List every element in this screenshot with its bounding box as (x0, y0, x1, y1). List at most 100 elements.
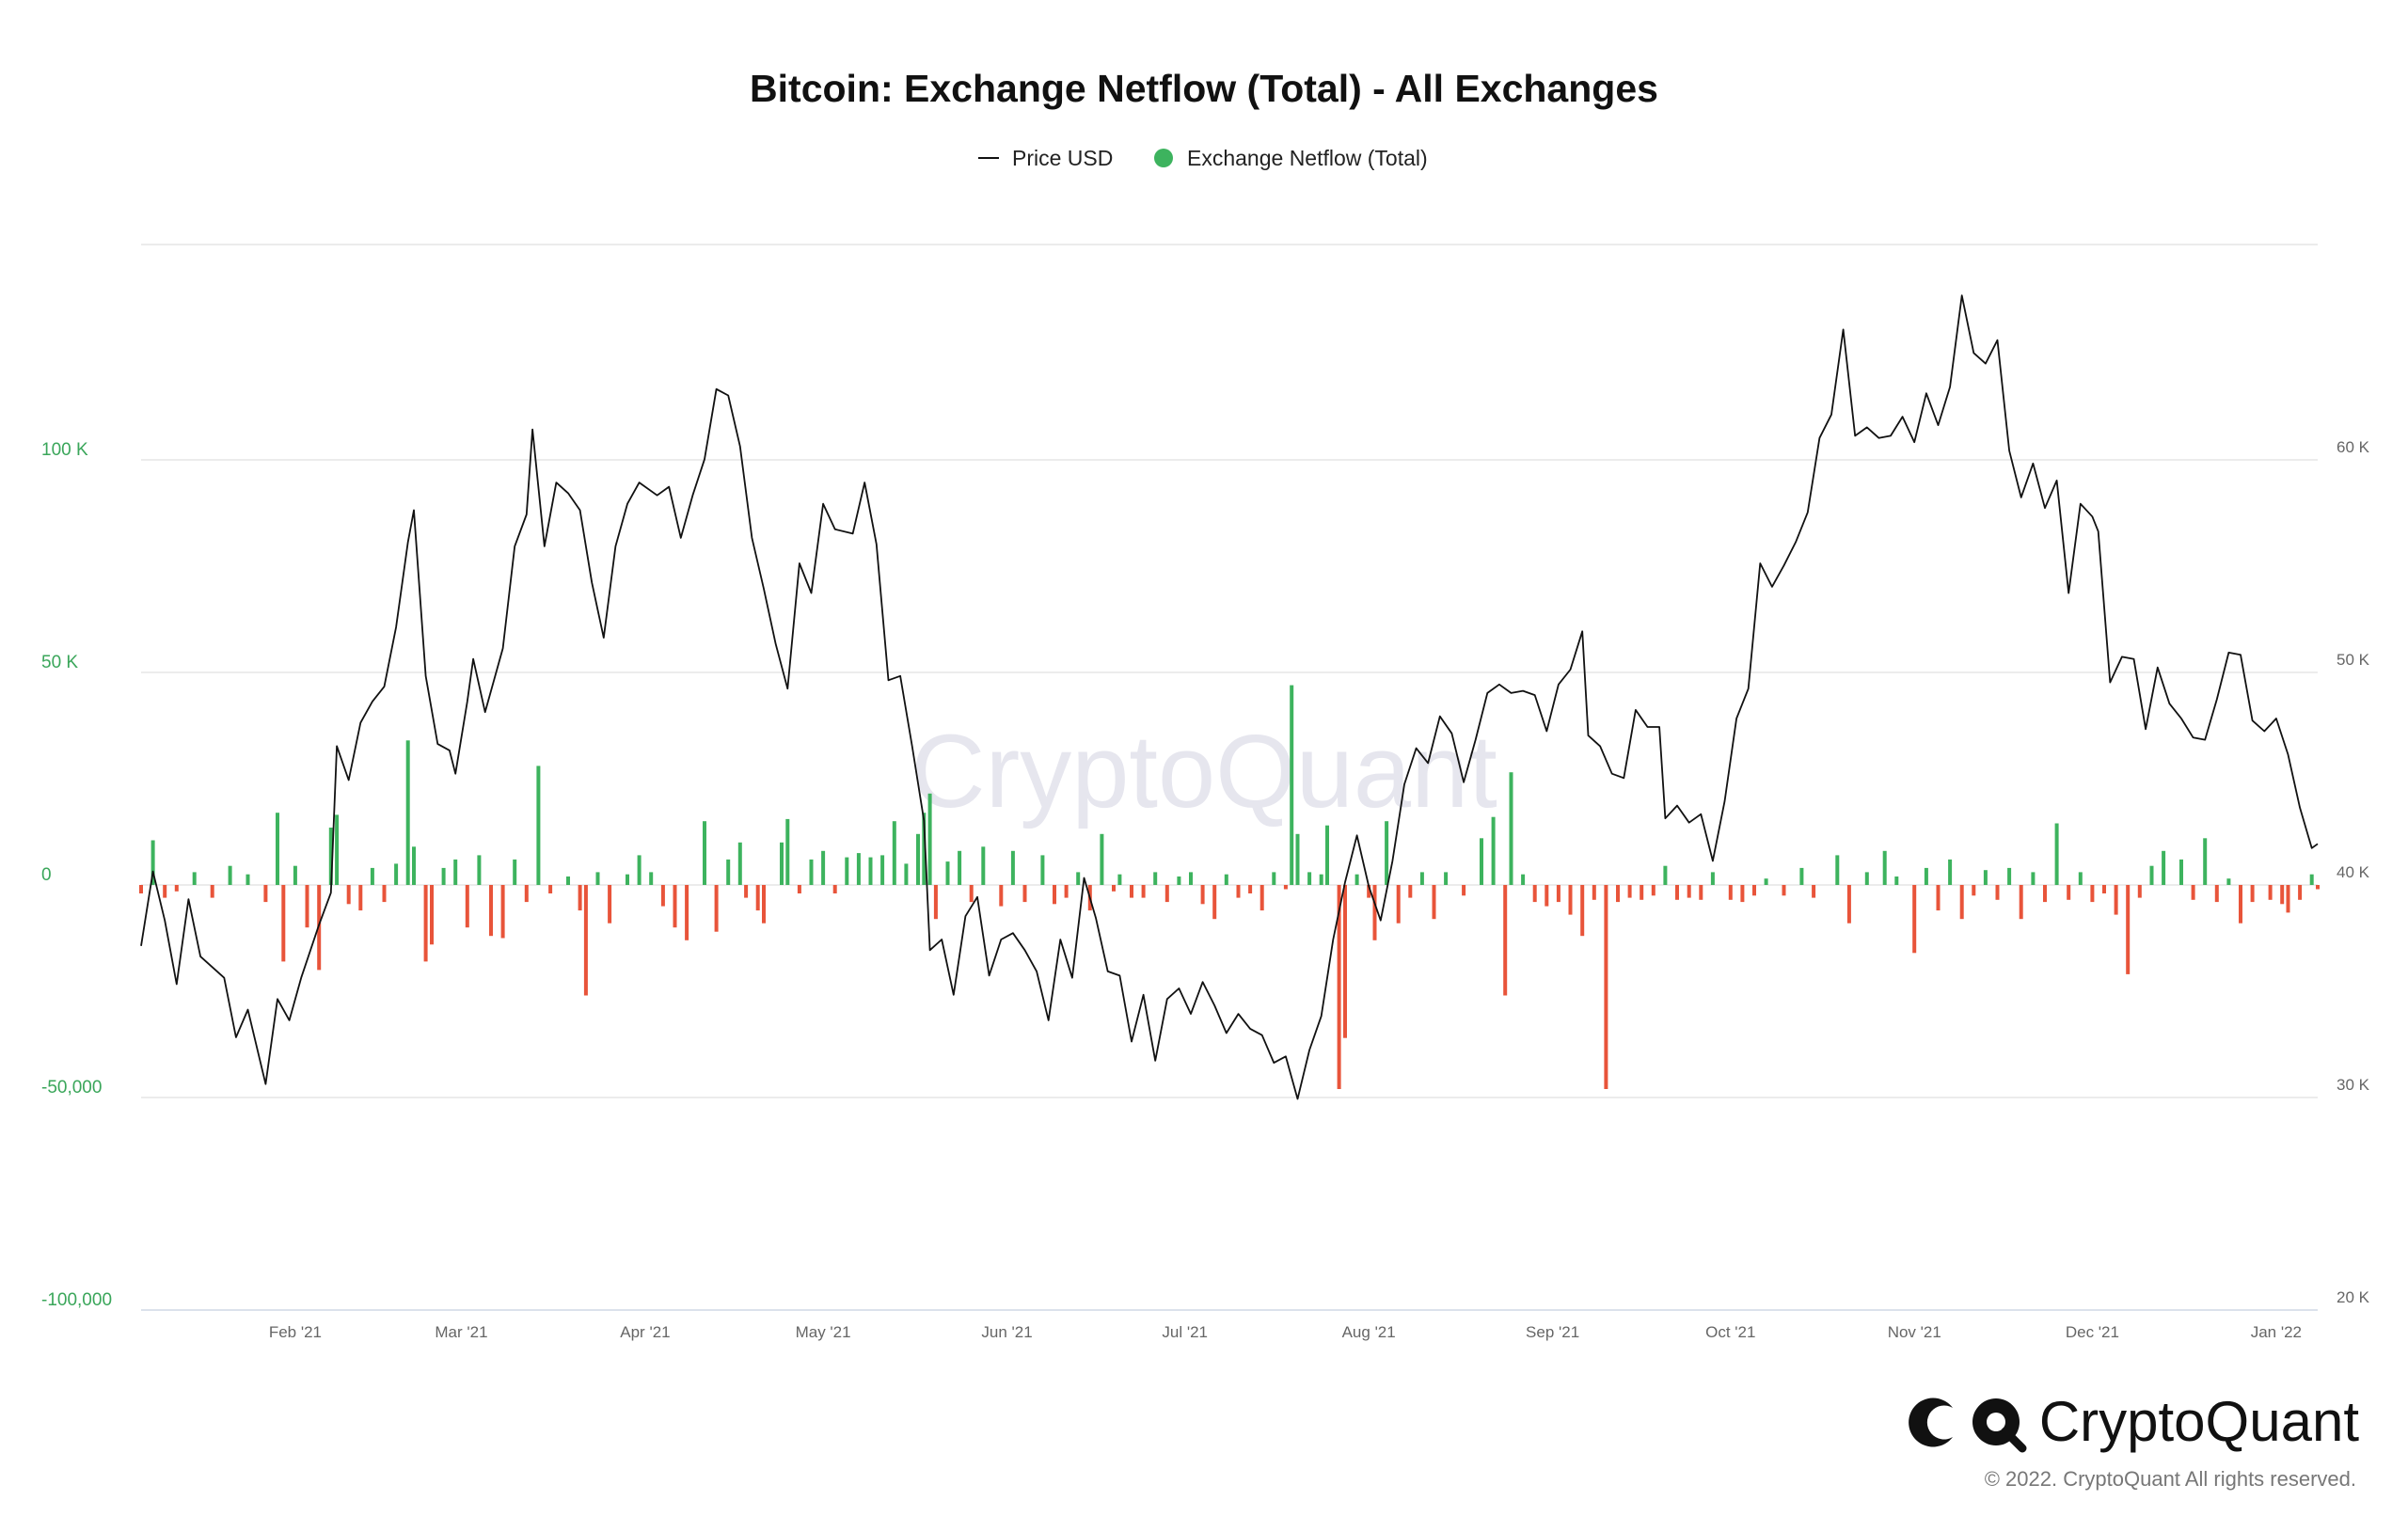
netflow-bar (150, 840, 155, 885)
netflow-bar (423, 885, 428, 962)
netflow-bar (933, 885, 938, 920)
netflow-bar (2019, 885, 2023, 920)
netflow-bar (1663, 865, 1668, 885)
netflow-bar (916, 833, 920, 885)
netflow-bar (1864, 872, 1869, 885)
brand-logo: CryptoQuant (1909, 1390, 2359, 1453)
x-tick-label: Feb '21 (269, 1323, 322, 1341)
netflow-bar (1325, 825, 1329, 885)
netflow-bar (1894, 876, 1899, 885)
netflow-bar (2162, 850, 2166, 885)
netflow-bar (139, 885, 143, 893)
netflow-bar (2286, 885, 2290, 913)
netflow-bar (1408, 885, 1413, 898)
copyright-text: © 2022. CryptoQuant All rights reserved. (1985, 1467, 2356, 1491)
netflow-bar (737, 842, 742, 885)
netflow-bar (453, 859, 458, 885)
netflow-bar (281, 885, 286, 962)
netflow-bar (999, 885, 1004, 907)
netflow-bar (1319, 874, 1323, 885)
y-right-tick-label: 40 K (2337, 863, 2370, 881)
netflow-bar (2067, 885, 2071, 900)
netflow-bar (1385, 821, 1389, 885)
x-tick-label: Dec '21 (2066, 1323, 2119, 1341)
netflow-bar (2043, 885, 2047, 903)
netflow-bar (2239, 885, 2242, 924)
netflow-bar (1740, 885, 1745, 903)
netflow-bar (1948, 859, 1953, 885)
legend-label-price: Price USD (1012, 146, 1113, 170)
netflow-bar (1200, 885, 1205, 905)
netflow-bar (1752, 885, 1756, 896)
netflow-bar (1419, 872, 1424, 885)
netflow-bar (394, 863, 399, 885)
netflow-bar (797, 885, 801, 893)
netflow-bar (922, 813, 927, 885)
x-tick-label: Oct '21 (1705, 1323, 1755, 1341)
netflow-bar (583, 885, 588, 996)
netflow-bar (465, 885, 469, 928)
y-left-tick-label: 100 K (41, 440, 88, 460)
netflow-bar (904, 863, 909, 885)
netflow-bar (2226, 878, 2231, 885)
netflow-bar (2102, 885, 2106, 893)
netflow-bar (762, 885, 766, 924)
netflow-bar (246, 874, 250, 885)
netflow-bar (1462, 885, 1466, 896)
netflow-bar (1064, 885, 1069, 898)
netflow-bar (1627, 885, 1632, 898)
netflow-bar (1224, 874, 1228, 885)
netflow-bar (578, 885, 582, 911)
y-right-tick-label: 20 K (2337, 1288, 2370, 1306)
y-left-tick-label: 0 (41, 865, 52, 885)
legend-item-price[interactable]: Price USD (978, 146, 1113, 170)
netflow-bar (317, 885, 322, 971)
netflow-bar (1100, 833, 1104, 885)
x-tick-label: Jun '21 (981, 1323, 1032, 1341)
netflow-bar (673, 885, 677, 928)
legend-item-netflow[interactable]: Exchange Netflow (Total) (1154, 146, 1428, 170)
netflow-bar (1117, 874, 1122, 885)
netflow-bar (548, 885, 553, 893)
netflow-bar (276, 813, 279, 885)
netflow-bar (2191, 885, 2195, 900)
netflow-bar (969, 885, 974, 903)
netflow-bar (1545, 885, 1549, 907)
netflow-bar (370, 867, 374, 885)
netflow-bar (489, 885, 493, 937)
netflow-bar (174, 885, 179, 892)
netflow-bar (1687, 885, 1691, 898)
netflow-bar (263, 885, 268, 903)
netflow-bar (2031, 872, 2036, 885)
netflow-bar (1189, 872, 1193, 885)
netflow-bar (2054, 823, 2059, 885)
netflow-bar (880, 855, 885, 885)
x-tick-label: Mar '21 (435, 1323, 487, 1341)
legend-dot-icon (1154, 149, 1173, 167)
netflow-bar (1290, 685, 1294, 885)
x-axis-ticks: Feb '21 Mar '21 Apr '21 May '21 Jun '21 Jul '… (269, 1323, 2302, 1341)
netflow-bar (305, 885, 309, 928)
netflow-bar (163, 885, 167, 898)
netflow-bar (358, 885, 363, 911)
netflow-bar (2114, 885, 2118, 915)
netflow-bar (1532, 885, 1537, 903)
netflow-bar (927, 793, 932, 885)
netflow-bar (1444, 872, 1449, 885)
netflow-bar (2298, 885, 2303, 900)
netflow-bar (1503, 885, 1508, 996)
netflow-bar (1295, 833, 1300, 885)
netflow-bar (821, 850, 826, 885)
netflow-bar (1130, 885, 1133, 898)
netflow-bar (524, 885, 529, 903)
netflow-bar (2078, 872, 2083, 885)
netflow-bar (513, 859, 517, 885)
netflow-bar (714, 885, 719, 932)
netflow-bar (346, 885, 351, 905)
price-line-layer (140, 294, 2319, 1100)
netflow-bar (856, 853, 861, 885)
netflow-bar (405, 740, 410, 885)
right-axis-ticks: 60 K 50 K 40 K 30 K 20 K (2337, 438, 2370, 1306)
x-tick-label: Apr '21 (620, 1323, 670, 1341)
netflow-bar (1568, 885, 1573, 915)
